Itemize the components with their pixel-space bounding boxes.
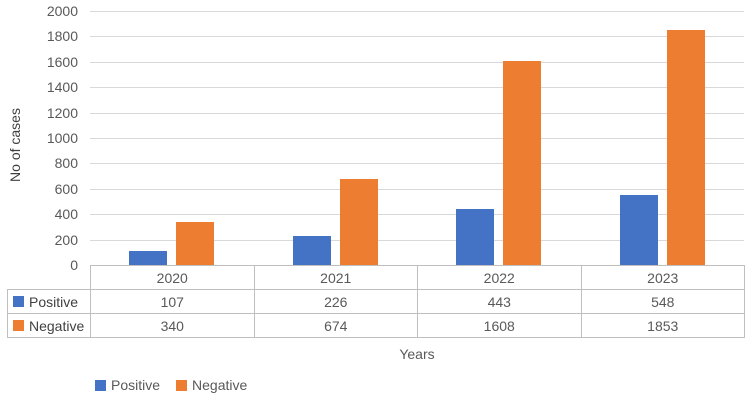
y-tick-label: 1800 [46, 28, 78, 45]
negative-legend-swatch-icon [176, 379, 188, 391]
bar-negative-2022 [503, 60, 542, 265]
table-year-header: 2022 [417, 265, 582, 290]
legend-item-negative: Negative [176, 377, 247, 393]
gridline [90, 214, 744, 216]
legend-item-positive: Positive [95, 377, 160, 393]
bar-positive-2020 [129, 251, 168, 265]
legend-label: Positive [111, 377, 161, 393]
bar-positive-2021 [292, 236, 331, 265]
bar-negative-2020 [176, 221, 215, 265]
y-tick-label: 800 [54, 155, 78, 172]
y-tick-label: 600 [54, 180, 78, 197]
x-axis-title-row: Years [90, 346, 744, 364]
gridline [90, 61, 744, 63]
bar-positive-2022 [456, 208, 495, 265]
table-value-positive-2021: 226 [253, 289, 418, 314]
series-name-label: Positive [29, 293, 79, 310]
series-name-label: Negative [29, 317, 85, 334]
positive-legend-swatch-icon [95, 379, 106, 391]
plot-area [90, 11, 744, 266]
gridline [90, 11, 744, 12]
y-tick-label: 1600 [46, 53, 78, 70]
y-tick-label: 1400 [46, 79, 78, 96]
y-tick-label: 400 [54, 206, 78, 223]
gridline [90, 188, 744, 190]
gridline [90, 138, 744, 139]
table-series-label-negative: Negative [7, 313, 91, 338]
y-tick-label: 2000 [46, 3, 78, 19]
table-year-header: 2021 [253, 265, 418, 290]
positive-swatch-icon [13, 296, 24, 307]
y-axis-tick-labels: 0 200 400 600 800 1000 1200 1400 1600 1800 2000 [0, 0, 78, 280]
negative-swatch-icon [13, 320, 24, 331]
y-tick-label: 1000 [46, 130, 78, 146]
chart-legend: Positive Negative [95, 377, 247, 393]
table-value-negative-2023: 1853 [580, 313, 745, 338]
table-value-positive-2023: 548 [580, 289, 745, 314]
gridline [90, 36, 744, 38]
table-value-negative-2020: 340 [90, 313, 255, 338]
table-year-header: 2023 [580, 265, 745, 290]
y-tick-label: 0 [70, 257, 78, 273]
table-series-label-positive: Positive [7, 289, 91, 314]
table-value-negative-2022: 1608 [417, 313, 582, 338]
table-value-negative-2021: 674 [253, 313, 418, 338]
y-tick-label: 200 [54, 231, 78, 248]
legend-label: Negative [192, 377, 248, 393]
table-value-positive-2020: 107 [90, 289, 255, 314]
x-axis-title: Years [399, 346, 435, 362]
table-value-positive-2022: 443 [417, 289, 582, 314]
gridline [90, 112, 744, 114]
bar-negative-2021 [339, 179, 378, 265]
gridline [90, 239, 744, 241]
y-tick-label: 1200 [46, 104, 78, 121]
table-year-header: 2020 [90, 265, 255, 290]
gridline [90, 87, 744, 89]
bar-negative-2023 [666, 29, 705, 265]
gridline [90, 163, 744, 165]
bar-positive-2023 [619, 195, 658, 265]
